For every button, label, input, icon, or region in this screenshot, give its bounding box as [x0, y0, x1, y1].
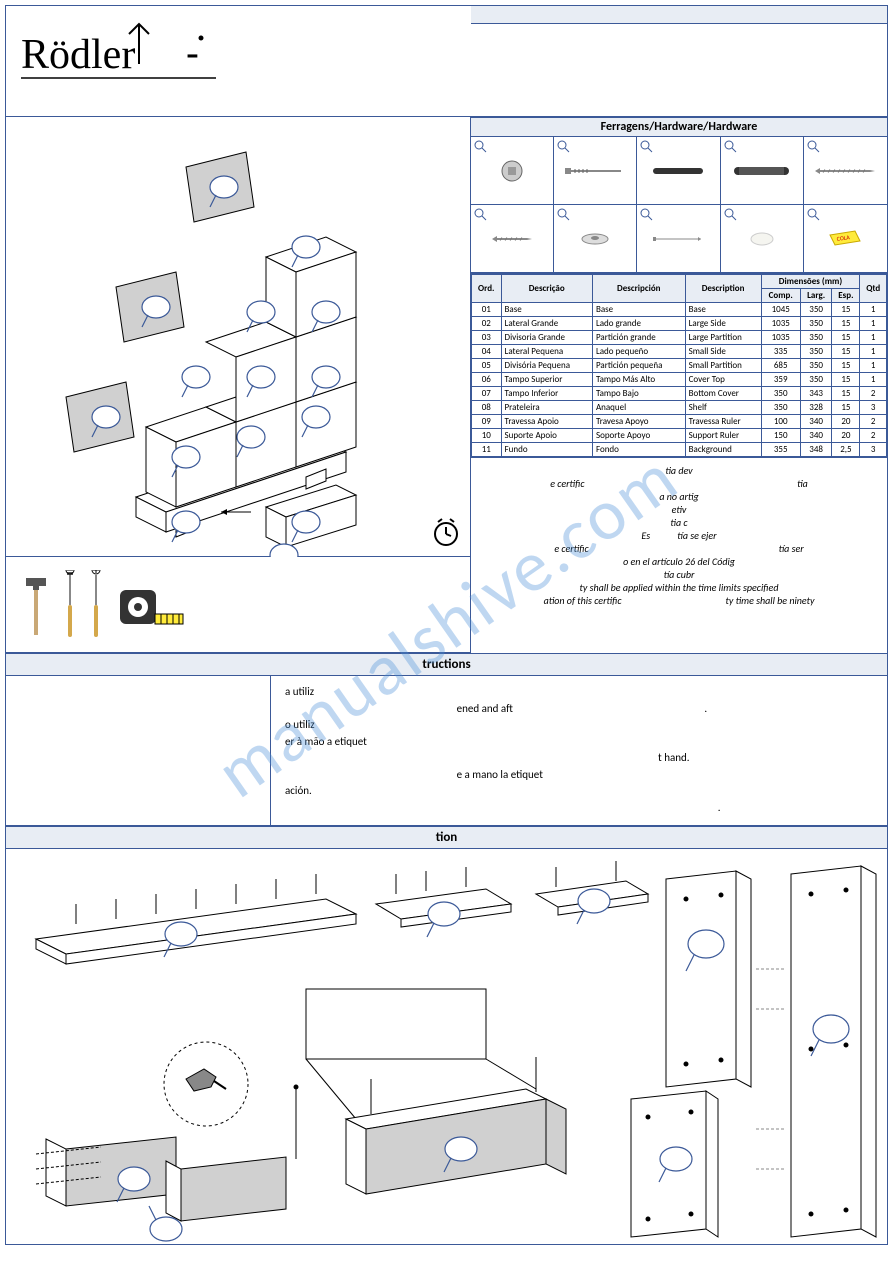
table-row: 04Lateral PequenaLado pequeñoSmall Side3…	[472, 345, 887, 359]
header-right	[471, 6, 887, 116]
hardware-grid: COLA	[471, 137, 887, 274]
hw-screw-short	[471, 205, 554, 273]
table-row: 07Tampo InferiorTampo BajoBottom Cover35…	[472, 387, 887, 401]
zoom-icon	[474, 140, 488, 154]
instructions-body: a utiliz ened and aft .o utilizer à mão …	[6, 676, 887, 826]
col-qtd: Qtd	[860, 275, 887, 303]
hw-dowel-thick	[721, 137, 804, 205]
phillips-screwdriver-icon	[89, 570, 103, 640]
hw-screw-long	[804, 137, 887, 205]
flathead-screwdriver-icon	[63, 570, 77, 640]
hardware-section-title: Ferragens/Hardware/Hardware	[471, 117, 887, 137]
col-esp: Esp.	[832, 289, 860, 303]
table-row: 01BaseBaseBase1045350151	[472, 303, 887, 317]
table-row: 08PrateleiraAnaquelShelf350328153	[472, 401, 887, 415]
header-row: Rödler -	[6, 6, 887, 117]
hw-cam-lock	[471, 137, 554, 205]
hw-cap	[721, 205, 804, 273]
preparation-header: tion	[6, 826, 887, 849]
svg-text:Rödler: Rödler	[21, 32, 135, 78]
warranty-text-box: tia deve certific tiaa no artigetivtia c…	[471, 457, 887, 607]
table-row: 06Tampo SuperiorTampo Más AltoCover Top3…	[472, 373, 887, 387]
parts-dimensions-table: Ord. Descrição Descripción Description D…	[471, 274, 887, 457]
tools-required	[6, 557, 470, 652]
tape-measure-icon	[115, 580, 185, 630]
col-desc-pt: Descrição	[501, 275, 592, 303]
hw-bolt	[554, 137, 637, 205]
hw-washer	[554, 205, 637, 273]
brand-logo: Rödler -	[21, 16, 221, 86]
exploded-view-diagram	[6, 117, 470, 557]
table-row: 11FundoFondoBackground3553482,53	[472, 443, 887, 457]
hw-nail	[637, 205, 720, 273]
table-row: 03Divisoria GrandePartición grandeLarge …	[472, 331, 887, 345]
svg-text:-: -	[186, 29, 199, 80]
table-row: 05Divisória PequenaPartición pequeñaSmal…	[472, 359, 887, 373]
col-desc-es: Descripción	[592, 275, 685, 303]
clock-icon	[430, 516, 462, 548]
brand-logo-cell: Rödler -	[6, 6, 471, 116]
table-row: 02Lateral GrandeLado grandeLarge Side103…	[472, 317, 887, 331]
col-comp: Comp.	[761, 289, 800, 303]
preparation-diagram	[6, 849, 887, 1244]
table-row: 10Suporte ApoioSoporte ApoyoSupport Rule…	[472, 429, 887, 443]
hw-dowel-dark	[637, 137, 720, 205]
hammer-icon	[21, 570, 51, 640]
col-ord: Ord.	[472, 275, 502, 303]
col-desc-en: Description	[685, 275, 761, 303]
col-dim-group: Dimensões (mm)	[761, 275, 860, 289]
instructions-header: tructions	[6, 653, 887, 676]
col-larg: Larg.	[800, 289, 832, 303]
table-row: 09Travessa ApoioTravesa ApoyoTravessa Ru…	[472, 415, 887, 429]
hw-glue: COLA	[804, 205, 887, 273]
